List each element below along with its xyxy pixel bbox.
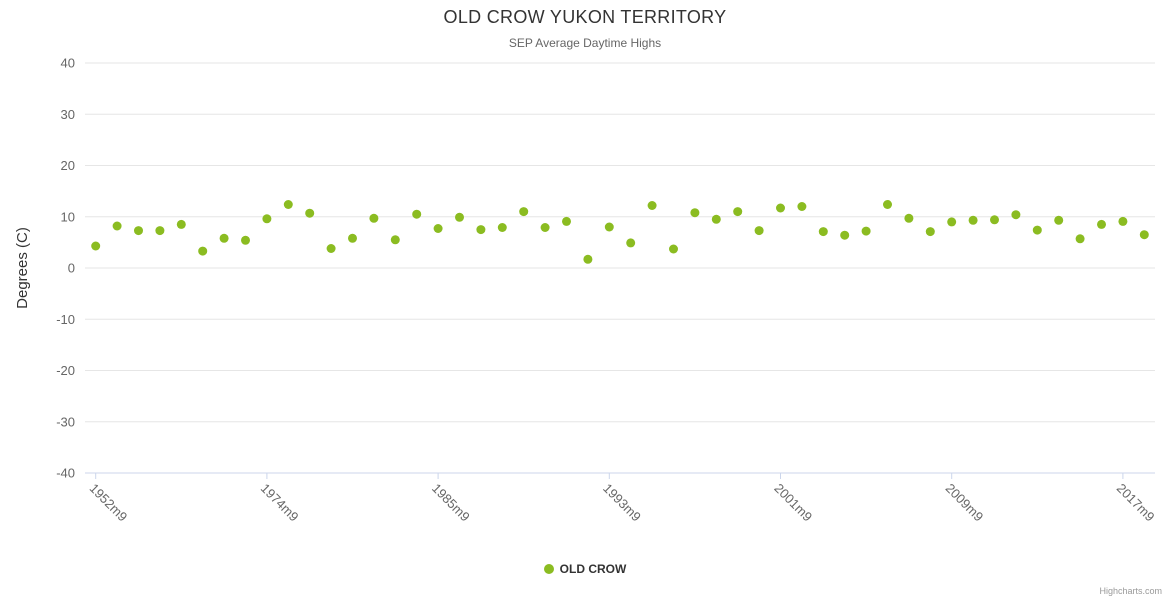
data-point[interactable] xyxy=(711,214,721,224)
y-axis-label: 0 xyxy=(68,261,75,276)
y-axis-label: 20 xyxy=(61,158,75,173)
data-point[interactable] xyxy=(155,226,165,236)
x-axis: 1952m9 1974m9 1985m9 1993m9 2001m9 2009m9 2017… xyxy=(85,472,1158,525)
y-axis-label: -20 xyxy=(56,363,75,378)
y-axis-label: -10 xyxy=(56,312,75,327)
data-point[interactable] xyxy=(583,254,593,264)
legend-item-old-crow[interactable]: OLD CROW xyxy=(0,562,1170,576)
x-axis-label: 1974m9 xyxy=(258,481,302,525)
data-point[interactable] xyxy=(733,207,743,217)
data-point[interactable] xyxy=(1011,210,1021,220)
y-axis-label: 10 xyxy=(61,209,75,224)
y-axis-title: Degrees (C) xyxy=(14,227,31,309)
data-point[interactable] xyxy=(283,200,293,209)
data-point[interactable] xyxy=(176,219,186,229)
chart-subtitle: SEP Average Daytime Highs xyxy=(508,36,662,50)
data-point[interactable] xyxy=(797,202,807,211)
data-point[interactable] xyxy=(433,224,443,233)
grid-layer: 40 30 20 10 0 -10 -20 -30 -40 xyxy=(56,56,1155,481)
x-axis-label: 2017m9 xyxy=(1114,481,1158,525)
data-point[interactable] xyxy=(626,238,636,248)
data-point[interactable] xyxy=(390,235,400,245)
data-point[interactable] xyxy=(369,213,379,223)
data-point[interactable] xyxy=(497,223,507,232)
data-point[interactable] xyxy=(1032,225,1042,235)
data-point[interactable] xyxy=(968,215,978,225)
highcharts-credits-link[interactable]: Highcharts.com xyxy=(1099,586,1162,596)
data-point[interactable] xyxy=(604,222,614,232)
chart-title: OLD CROW YUKON TERRITORY xyxy=(443,7,727,27)
data-point[interactable] xyxy=(1075,234,1085,244)
data-point[interactable] xyxy=(776,203,785,213)
data-point[interactable] xyxy=(412,209,422,219)
data-point[interactable] xyxy=(455,212,464,222)
data-point[interactable] xyxy=(540,223,550,232)
data-point[interactable] xyxy=(990,215,999,225)
data-point[interactable] xyxy=(883,200,892,209)
data-point[interactable] xyxy=(647,201,657,210)
series-old-crow xyxy=(91,200,1149,264)
data-point[interactable] xyxy=(198,246,208,256)
data-point[interactable] xyxy=(112,221,122,231)
data-point[interactable] xyxy=(134,226,143,236)
y-axis-label: 30 xyxy=(61,107,75,122)
data-point[interactable] xyxy=(947,217,957,227)
data-point[interactable] xyxy=(818,227,828,237)
x-axis-label: 1952m9 xyxy=(87,481,131,525)
y-axis-label: -40 xyxy=(56,466,75,481)
y-axis-label: -30 xyxy=(56,414,75,429)
data-point[interactable] xyxy=(562,216,571,226)
data-point[interactable] xyxy=(669,244,678,254)
data-point[interactable] xyxy=(1054,215,1064,225)
data-point[interactable] xyxy=(262,214,272,224)
x-axis-label: 2001m9 xyxy=(771,481,815,525)
legend-marker-icon xyxy=(543,564,554,574)
data-point[interactable] xyxy=(519,207,529,217)
data-point[interactable] xyxy=(690,208,700,218)
data-point[interactable] xyxy=(904,213,914,223)
data-point[interactable] xyxy=(1097,219,1106,229)
data-point[interactable] xyxy=(840,230,850,240)
data-point[interactable] xyxy=(476,225,486,235)
x-axis-label: 2009m9 xyxy=(943,481,987,525)
data-point[interactable] xyxy=(861,226,871,236)
data-point[interactable] xyxy=(91,241,101,251)
y-axis-label: 40 xyxy=(61,56,75,71)
data-point[interactable] xyxy=(241,235,250,245)
legend-label: OLD CROW xyxy=(559,562,627,576)
data-point[interactable] xyxy=(219,233,229,243)
data-point[interactable] xyxy=(1118,216,1128,226)
data-point[interactable] xyxy=(348,233,357,243)
x-axis-label: 1985m9 xyxy=(429,481,473,525)
x-axis-label: 1993m9 xyxy=(600,481,644,525)
data-point[interactable] xyxy=(1139,230,1149,240)
data-point[interactable] xyxy=(305,208,315,218)
data-point[interactable] xyxy=(754,226,764,236)
data-point[interactable] xyxy=(326,244,336,253)
data-point[interactable] xyxy=(925,227,935,237)
